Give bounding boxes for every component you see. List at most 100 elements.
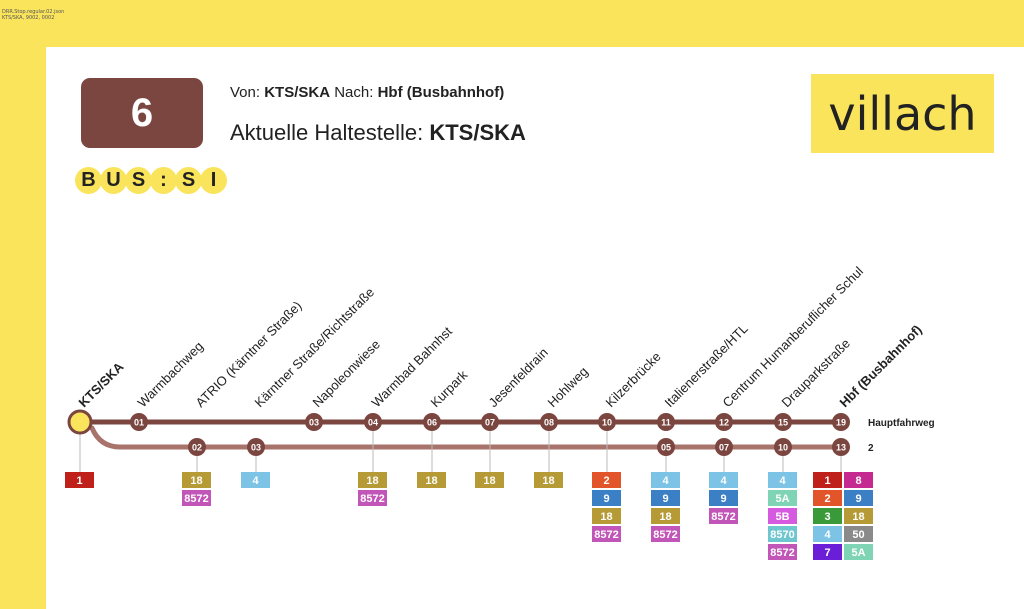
- branch-stop-minutes: 07: [719, 443, 729, 453]
- transfer-line-badge: [182, 472, 211, 488]
- transfer-line-number: 8570: [770, 529, 794, 541]
- transfer-line-number: 5B: [775, 511, 789, 523]
- transfer-line-badge: [651, 508, 680, 524]
- nach-label: Nach:: [334, 84, 374, 101]
- transfer-line-number: 18: [366, 475, 378, 487]
- transfer-line-number: 1: [76, 475, 82, 487]
- brand-letter: :: [150, 167, 177, 194]
- stop-name: Hohlweg: [545, 364, 591, 410]
- main-stop-minutes: 06: [427, 418, 437, 428]
- main-stop-marker: [540, 413, 558, 431]
- main-stop-marker: [832, 413, 850, 431]
- transfer-line-number: 9: [662, 493, 668, 505]
- transfer-line-badge: [709, 490, 738, 506]
- transfer-line-badge: [592, 508, 621, 524]
- main-route-label: Hauptfahrweg: [868, 418, 935, 429]
- transfer-line-badge: [844, 508, 873, 524]
- stop-name: Hbf (Busbahnhof): [837, 322, 925, 410]
- transfer-line-number: 8572: [184, 493, 208, 505]
- branch-stop-marker: [657, 438, 675, 456]
- brand-letter: I: [200, 167, 227, 194]
- main-stop-minutes: 08: [544, 418, 554, 428]
- main-stop-marker: [481, 413, 499, 431]
- current-stop-label: Aktuelle Haltestelle:: [230, 120, 424, 145]
- main-stop-minutes: 03: [309, 418, 319, 428]
- transfer-line-number: 4: [720, 475, 727, 487]
- branch-route-label: 2: [868, 443, 874, 454]
- stop-name: KTS/SKA: [76, 359, 127, 410]
- transfer-line-number: 5A: [851, 547, 865, 559]
- transfer-line-badge: [182, 490, 211, 506]
- transfer-line-number: 4: [252, 475, 259, 487]
- transfer-line-badge: [241, 472, 270, 488]
- transfer-line-badge: [844, 526, 873, 542]
- transfer-line-number: 8: [855, 475, 861, 487]
- branch-stop-minutes: 03: [251, 443, 261, 453]
- transfer-line-badge: [534, 472, 563, 488]
- stop-name: Kilzerbrücke: [603, 349, 664, 410]
- brand-letter: S: [175, 167, 202, 194]
- transfer-line-number: 18: [600, 511, 612, 523]
- transfer-line-number: 18: [425, 475, 437, 487]
- transfer-line-number: 2: [603, 475, 609, 487]
- main-stop-minutes: 01: [134, 418, 144, 428]
- transfer-line-badge: [813, 544, 842, 560]
- branch-stop-marker: [774, 438, 792, 456]
- transfer-line-badge: [475, 472, 504, 488]
- transfer-line-badge: [768, 472, 797, 488]
- stop-name: ATRIO (Kärntner Straße): [193, 298, 305, 410]
- transfer-line-number: 1: [824, 475, 830, 487]
- current-stop-value: KTS/SKA: [429, 120, 526, 145]
- debug-line-1: DRR.Stop.regular.02.json: [2, 9, 65, 15]
- main-stop-marker: [598, 413, 616, 431]
- transfer-line-number: 18: [483, 475, 495, 487]
- transfer-line-badge: [768, 526, 797, 542]
- transfer-line-badge: [651, 490, 680, 506]
- main-stop-minutes: 10: [602, 418, 612, 428]
- transfer-line-badge: [813, 472, 842, 488]
- main-stop-marker: [715, 413, 733, 431]
- transfer-line-badge: [709, 472, 738, 488]
- transfer-line-badge: [651, 526, 680, 542]
- villach-logo: villach: [811, 74, 994, 153]
- transfer-line-badge: [768, 490, 797, 506]
- transfer-line-number: 7: [824, 547, 830, 559]
- main-stop-marker: [364, 413, 382, 431]
- branch-stop-minutes: 05: [661, 443, 671, 453]
- debug-info: DRR.Stop.regular.02.json KTS/SKA, 9002, …: [2, 9, 64, 21]
- branch-stop-marker: [832, 438, 850, 456]
- transfer-line-number: 9: [603, 493, 609, 505]
- branch-stop-marker: [188, 438, 206, 456]
- transfer-line-number: 4: [662, 475, 669, 487]
- transfer-line-number: 8572: [770, 547, 794, 559]
- main-stop-minutes: 07: [485, 418, 495, 428]
- main-stop-minutes: 19: [836, 418, 846, 428]
- von-value: KTS/SKA: [264, 84, 331, 101]
- main-stop-minutes: 04: [368, 418, 378, 428]
- transfer-line-badge: [417, 472, 446, 488]
- transfer-line-badge: [709, 508, 738, 524]
- brand-letter: B: [75, 167, 102, 194]
- current-stop-marker: [67, 409, 93, 435]
- transfer-line-badge: [592, 490, 621, 506]
- debug-line-2: KTS/SKA, 9002, 0002: [2, 15, 55, 21]
- transfer-line-number: 18: [542, 475, 554, 487]
- line-number-badge: 6: [81, 78, 203, 148]
- transfer-line-badge: [65, 472, 94, 488]
- transfer-line-badge: [813, 508, 842, 524]
- transfer-line-number: 5A: [775, 493, 789, 505]
- transfer-line-number: 8572: [711, 511, 735, 523]
- transfer-line-number: 18: [852, 511, 864, 523]
- main-stop-minutes: 12: [719, 418, 729, 428]
- transfer-line-number: 4: [824, 529, 831, 541]
- transfer-line-badge: [768, 508, 797, 524]
- main-stop-marker: [774, 413, 792, 431]
- branch-stop-marker: [247, 438, 265, 456]
- main-stop-minutes: 15: [778, 418, 788, 428]
- branch-stop-minutes: 13: [836, 443, 846, 453]
- transfer-line-number: 50: [852, 529, 864, 541]
- bussi-brand-logo: B U S : S I: [75, 167, 227, 194]
- branch-stop-minutes: 02: [192, 443, 202, 453]
- transfer-line-number: 8572: [594, 529, 618, 541]
